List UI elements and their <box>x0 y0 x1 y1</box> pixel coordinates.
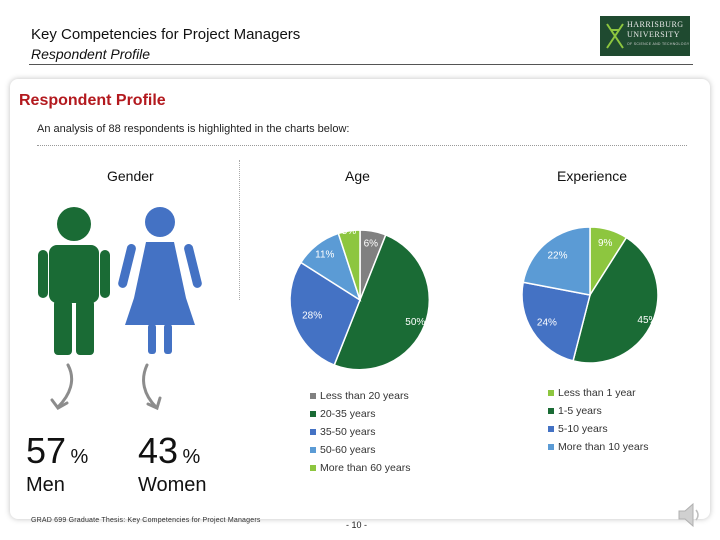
legend-swatch <box>548 408 554 415</box>
legend-label: More than 60 years <box>320 462 411 474</box>
legend-entry: 50-60 years <box>310 444 375 456</box>
women-percentage: 43 % <box>138 430 200 472</box>
legend-entry: 35-50 years <box>310 426 375 438</box>
legend-swatch <box>310 465 316 472</box>
pie-slice <box>337 229 361 301</box>
section-title: Respondent Profile <box>19 92 166 109</box>
men-percent-sign: % <box>70 446 89 468</box>
legend-entry: 20-35 years <box>310 408 375 420</box>
legend-label: 35-50 years <box>320 426 376 438</box>
data-label: 6% <box>364 239 379 250</box>
legend-swatch <box>310 429 316 436</box>
intro-divider <box>37 145 687 146</box>
logo-text-line1: HARRISBURG <box>627 20 684 29</box>
legend-swatch <box>548 390 554 397</box>
data-label: 45% <box>637 315 657 326</box>
data-label: 11% <box>315 250 334 261</box>
gender-divider <box>239 160 240 300</box>
legend-label: More than 10 years <box>558 441 649 453</box>
women-value: 43 <box>138 430 179 471</box>
age-pie-chart: 6% 50% 28% 11% 5% <box>289 226 431 371</box>
page-title: Key Competencies for Project Managers <box>31 26 301 43</box>
pie-slice <box>522 226 591 296</box>
gender-title: Gender <box>107 168 154 184</box>
pie-slice <box>333 233 431 371</box>
legend-entry: Less than 20 years <box>310 390 409 402</box>
woman-icon <box>118 207 202 354</box>
arrow-down-icon <box>50 363 162 411</box>
page-number: - 10 - <box>346 520 368 530</box>
legend-label: 1-5 years <box>558 405 602 417</box>
legend-swatch <box>310 411 316 418</box>
legend-swatch <box>548 426 554 433</box>
data-label: 24% <box>537 317 557 328</box>
experience-chart-title: Experience <box>557 168 628 184</box>
legend-entry: More than 60 years <box>310 462 410 474</box>
university-logo <box>600 16 690 56</box>
legend-label: 20-35 years <box>320 408 376 420</box>
pie-slice <box>521 281 591 362</box>
legend-label: 50-60 years <box>320 444 376 456</box>
logo-text-line3: OF SCIENCE AND TECHNOLOGY <box>627 42 690 46</box>
logo-text-line2: UNIVERSITY <box>627 30 680 39</box>
data-label: 22% <box>547 251 567 262</box>
data-label: 50% <box>405 317 425 328</box>
legend-label: Less than 1 year <box>558 387 636 399</box>
data-label: 5% <box>342 226 357 237</box>
legend-entry: More than 10 years <box>548 441 648 453</box>
age-chart-title: Age <box>345 168 370 184</box>
man-icon <box>38 207 110 355</box>
legend-label: 5-10 years <box>558 423 608 435</box>
experience-pie-chart: 9% 45% 24% 22% <box>521 226 659 364</box>
data-label: 28% <box>302 311 322 322</box>
legend-swatch <box>310 393 316 400</box>
pie-slice <box>289 261 361 367</box>
pie-slice <box>572 236 659 364</box>
women-percent-sign: % <box>182 446 201 468</box>
men-percentage: 57 % <box>26 430 88 472</box>
men-label: Men <box>26 474 65 496</box>
speaker-icon[interactable] <box>676 500 702 530</box>
legend-swatch <box>548 444 554 451</box>
data-label: 9% <box>598 238 613 249</box>
legend-label: Less than 20 years <box>320 390 409 402</box>
header-divider <box>29 64 693 65</box>
footer-course: GRAD 699 Graduate Thesis: Key Competenci… <box>31 517 261 524</box>
logo-mark-icon <box>606 23 624 49</box>
legend-entry: 1-5 years <box>548 405 602 417</box>
intro-text: An analysis of 88 respondents is highlig… <box>37 123 350 135</box>
legend-entry: 5-10 years <box>548 423 608 435</box>
women-label: Women <box>138 474 207 496</box>
legend-swatch <box>310 447 316 454</box>
page-subtitle: Respondent Profile <box>31 46 151 62</box>
legend-entry: Less than 1 year <box>548 387 636 399</box>
men-value: 57 <box>26 430 67 471</box>
gender-figures <box>38 207 202 411</box>
